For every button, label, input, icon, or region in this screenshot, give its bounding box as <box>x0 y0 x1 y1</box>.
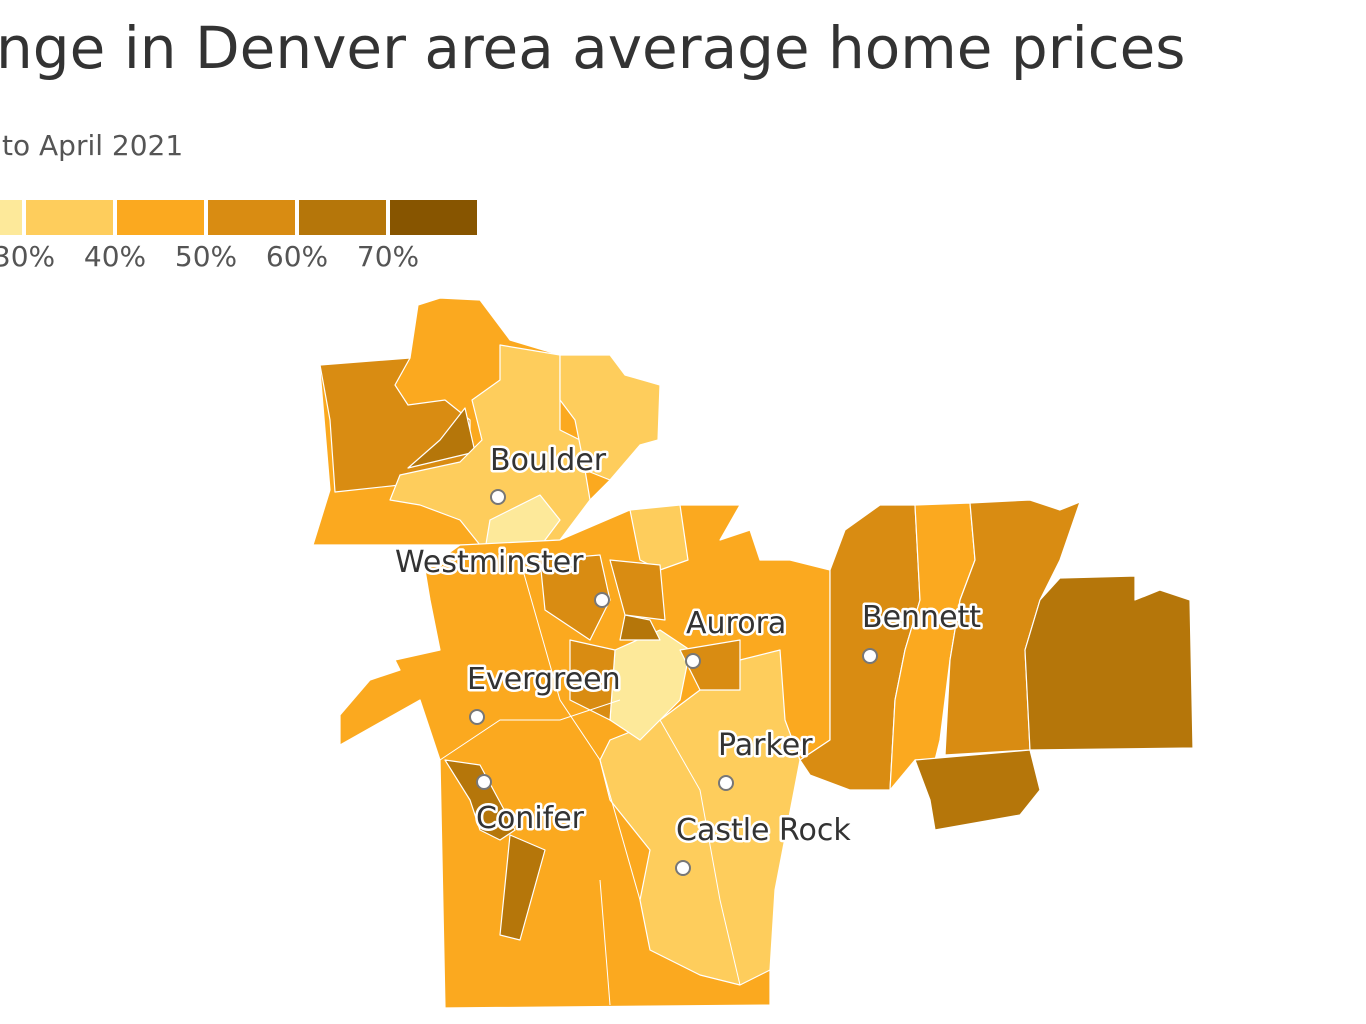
legend-swatch <box>26 200 113 235</box>
region <box>619 614 661 641</box>
city-label: Boulder <box>490 443 607 478</box>
region <box>407 407 476 469</box>
region <box>679 639 741 691</box>
region <box>569 639 616 721</box>
region <box>539 554 611 641</box>
boundary <box>599 879 611 1006</box>
region <box>629 504 689 571</box>
city-dot <box>862 648 878 664</box>
legend-swatch <box>117 200 204 235</box>
region <box>1024 575 1194 751</box>
regions <box>312 297 1194 1009</box>
legend-label: 60% <box>266 240 328 273</box>
city-label: Westminster <box>395 545 584 580</box>
boundary <box>439 699 621 761</box>
region <box>559 354 661 481</box>
city-dot <box>594 592 610 608</box>
city-label: Castle Rock <box>676 813 851 848</box>
legend-label: 30% <box>0 240 55 273</box>
legend-swatch <box>0 200 22 235</box>
city-label: Conifer <box>476 801 585 836</box>
legend: 30% 40% 50% 60% 70% <box>0 200 477 273</box>
boundary <box>659 719 741 986</box>
city-label: Aurora <box>686 606 786 641</box>
region <box>914 749 1041 831</box>
legend-label: 50% <box>175 240 237 273</box>
city-dot <box>469 709 485 725</box>
city-dot <box>718 775 734 791</box>
region <box>444 759 516 841</box>
city-label: Evergreen <box>467 662 621 697</box>
title: nge in Denver area average home prices <box>0 14 1185 82</box>
city-markers <box>469 489 878 876</box>
city-dot <box>476 774 492 790</box>
legend-swatch <box>208 200 295 235</box>
subtitle: to April 2021 <box>2 129 183 162</box>
legend-swatch <box>390 200 477 235</box>
region <box>609 559 666 621</box>
city-dot <box>685 653 701 669</box>
city-labels: Boulder Westminster Aurora Bennett Everg… <box>393 441 984 851</box>
legend-swatch <box>299 200 386 235</box>
region <box>599 649 801 986</box>
region <box>499 834 546 941</box>
city-dot <box>675 860 691 876</box>
city-label: Parker <box>718 728 813 763</box>
legend-label: 70% <box>357 240 419 273</box>
boundary <box>519 559 641 901</box>
city-label: Bennett <box>862 600 981 635</box>
city-dot <box>490 489 506 505</box>
legend-label: 40% <box>84 240 146 273</box>
